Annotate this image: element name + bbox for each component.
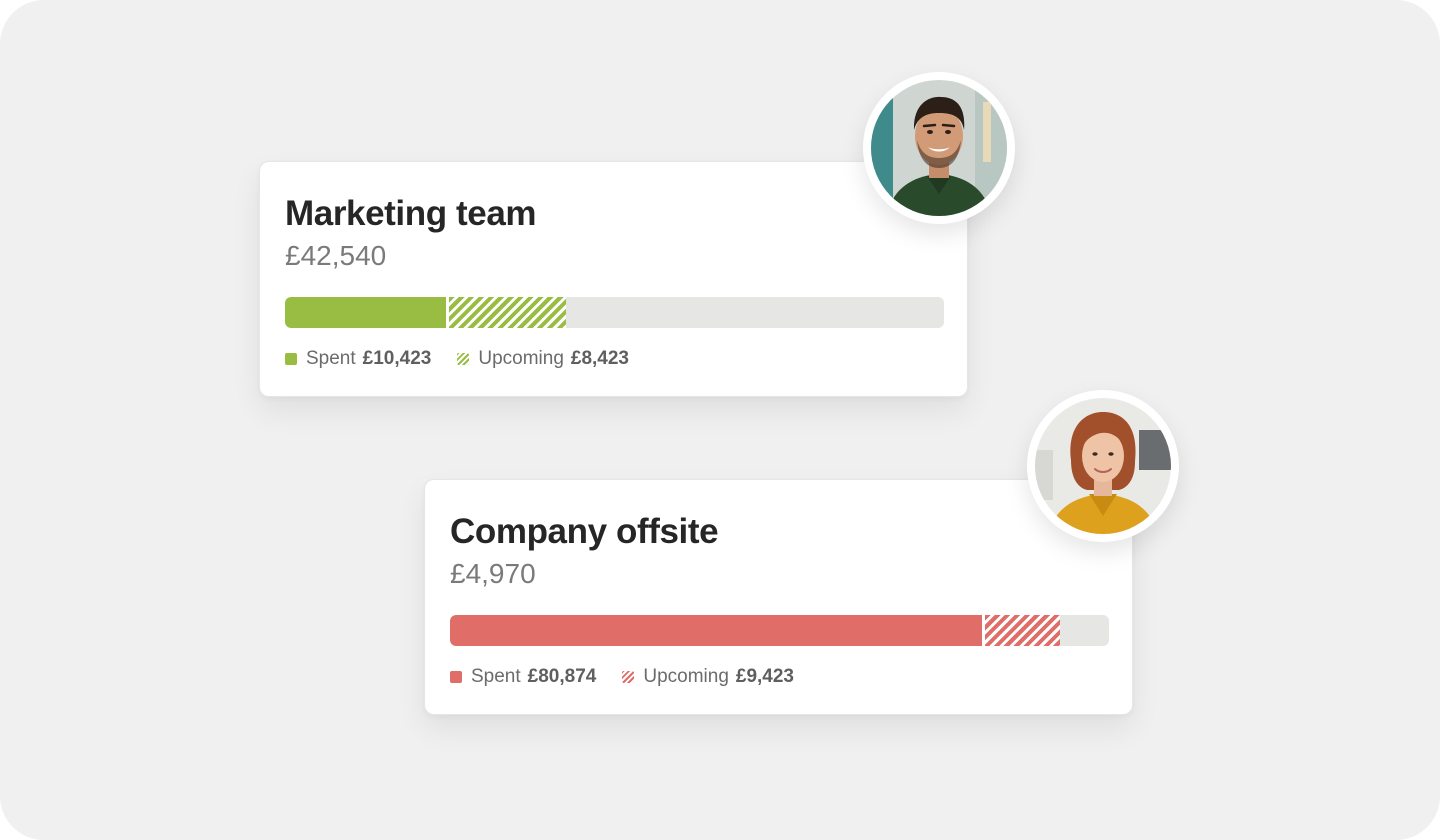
spent-swatch-icon (450, 671, 462, 683)
legend-upcoming-label: Upcoming (643, 666, 729, 687)
upcoming-swatch-icon (622, 671, 635, 683)
legend-spent: Spent £10,423 (285, 346, 431, 372)
card-amount: £42,540 (285, 240, 387, 271)
legend-spent-value: £10,423 (362, 348, 432, 369)
card-amount: £4,970 (450, 558, 536, 589)
legend-spent: Spent £80,874 (450, 664, 596, 690)
woman-avatar[interactable] (1027, 390, 1179, 542)
budget-progress-bar (285, 297, 944, 328)
budget-legend: Spent £80,874 Upcoming £9,423 (450, 664, 820, 690)
legend-upcoming-value: £8,423 (570, 348, 630, 369)
legend-upcoming: Upcoming £9,423 (622, 664, 794, 690)
legend-spent-label: Spent (306, 348, 356, 369)
legend-upcoming-value: £9,423 (735, 666, 795, 687)
upcoming-bar-segment (446, 297, 566, 328)
legend-spent-value: £80,874 (527, 666, 597, 687)
budget-card-marketing[interactable]: Marketing team £42,540 Spent £10,423 Upc… (259, 161, 968, 397)
woman-avatar-illustration (1027, 390, 1179, 542)
spent-bar-segment (285, 297, 447, 328)
spent-swatch-icon (285, 353, 297, 365)
budget-card-offsite[interactable]: Company offsite £4,970 Spent £80,874 Upc… (424, 479, 1133, 715)
man-avatar-illustration (863, 72, 1015, 224)
spent-bar-segment (450, 615, 982, 646)
budget-legend: Spent £10,423 Upcoming £8,423 (285, 346, 655, 372)
legend-upcoming-label: Upcoming (478, 348, 564, 369)
man-avatar[interactable] (863, 72, 1015, 224)
card-title: Marketing team (285, 194, 537, 233)
upcoming-bar-segment (981, 615, 1060, 646)
legend-upcoming: Upcoming £8,423 (457, 346, 629, 372)
card-title: Company offsite (450, 512, 719, 551)
legend-spent-label: Spent (471, 666, 521, 687)
upcoming-swatch-icon (457, 353, 470, 365)
budget-progress-bar (450, 615, 1109, 646)
